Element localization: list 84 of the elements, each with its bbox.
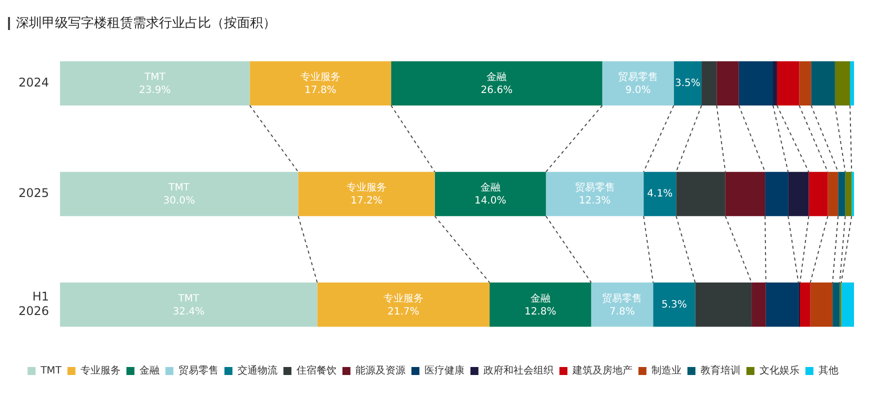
bar — [752, 282, 766, 327]
bar — [773, 61, 777, 106]
legend-label: 政府和社会组织 — [483, 364, 554, 377]
data-label: 17.8% — [304, 84, 336, 96]
legend-label: 制造业 — [651, 364, 682, 377]
text: 专业服务 — [346, 182, 386, 194]
text: TMT — [178, 293, 200, 304]
bar — [838, 172, 846, 216]
text: 贸易零售 — [618, 72, 658, 83]
bar — [776, 61, 800, 106]
legend-label: 文化娱乐 — [759, 364, 800, 377]
data-label: 32.4% — [172, 306, 205, 318]
legend-label: 建筑及房地产 — [571, 364, 632, 377]
bar — [766, 282, 798, 327]
bar — [834, 61, 850, 106]
bar — [317, 282, 490, 327]
data-label: 14.0% — [474, 196, 506, 207]
text: 专业服务 — [383, 293, 424, 304]
data-label: 3.5% — [674, 78, 700, 89]
text: 贸易零售 — [574, 182, 615, 194]
text: TMT — [168, 182, 190, 194]
data-label: 7.8% — [609, 306, 635, 318]
bar — [810, 282, 833, 327]
bar — [546, 172, 644, 216]
y-tick-label: 2025 — [18, 186, 49, 200]
text: 贸易零售 — [602, 293, 642, 304]
data-label: 12.8% — [524, 306, 556, 318]
bar — [716, 61, 739, 106]
bar — [832, 282, 840, 327]
bar — [841, 282, 854, 327]
bar — [298, 172, 435, 216]
legend-label: 其他 — [818, 364, 838, 377]
legend-label: 能源及资源 — [355, 364, 406, 377]
text: 金融 — [530, 293, 550, 304]
y-tick-label: 2024 — [18, 75, 49, 90]
data-label: 12.3% — [578, 196, 611, 207]
bar — [490, 282, 592, 327]
bar — [738, 61, 774, 106]
legend-label: 金融 — [139, 364, 160, 377]
bar — [850, 61, 854, 106]
data-label: 9.0% — [625, 84, 651, 96]
bar — [799, 61, 812, 106]
bar — [60, 172, 298, 216]
bar — [674, 61, 702, 106]
bar — [653, 282, 696, 327]
data-label: 21.7% — [388, 306, 420, 318]
bar — [695, 282, 752, 327]
bar — [845, 172, 852, 216]
bar — [60, 61, 250, 106]
chart-title: 深圳甲级写字楼租赁需求行业占比（按面积） — [16, 15, 276, 32]
bar — [60, 282, 318, 327]
legend-label: 贸易零售 — [178, 364, 218, 377]
text: 金融 — [486, 72, 507, 83]
bar — [765, 172, 788, 216]
legend-label: 交通物流 — [237, 364, 278, 377]
legend-label: 教育培训 — [700, 364, 740, 377]
bar — [725, 172, 766, 216]
legend-label: 住宿餐饮 — [296, 364, 336, 377]
legend-label: TMT — [40, 366, 62, 377]
bar — [808, 172, 828, 216]
bar — [391, 61, 602, 106]
data-label: 26.6% — [480, 84, 513, 96]
bar — [591, 282, 654, 327]
data-label: 5.3% — [661, 299, 687, 310]
bar — [828, 172, 838, 216]
legend-label: 医疗健康 — [424, 364, 464, 377]
bar — [702, 61, 717, 106]
bar — [811, 61, 835, 106]
bar — [644, 172, 676, 216]
bar — [602, 61, 674, 106]
bar — [676, 172, 726, 216]
legend-label: 专业服务 — [80, 364, 120, 377]
text: TMT — [144, 72, 166, 83]
data-label: 17.2% — [350, 196, 382, 207]
bar — [800, 282, 810, 327]
bar — [250, 61, 392, 106]
bar — [434, 172, 546, 216]
text: 金融 — [480, 182, 500, 194]
data-label: 23.9% — [138, 84, 171, 96]
bar — [788, 172, 809, 216]
data-label: 30.0% — [163, 196, 195, 207]
text: 专业服务 — [300, 72, 340, 83]
y-tick-label: H1 2026 — [18, 290, 49, 318]
data-label: 4.1% — [647, 188, 673, 200]
